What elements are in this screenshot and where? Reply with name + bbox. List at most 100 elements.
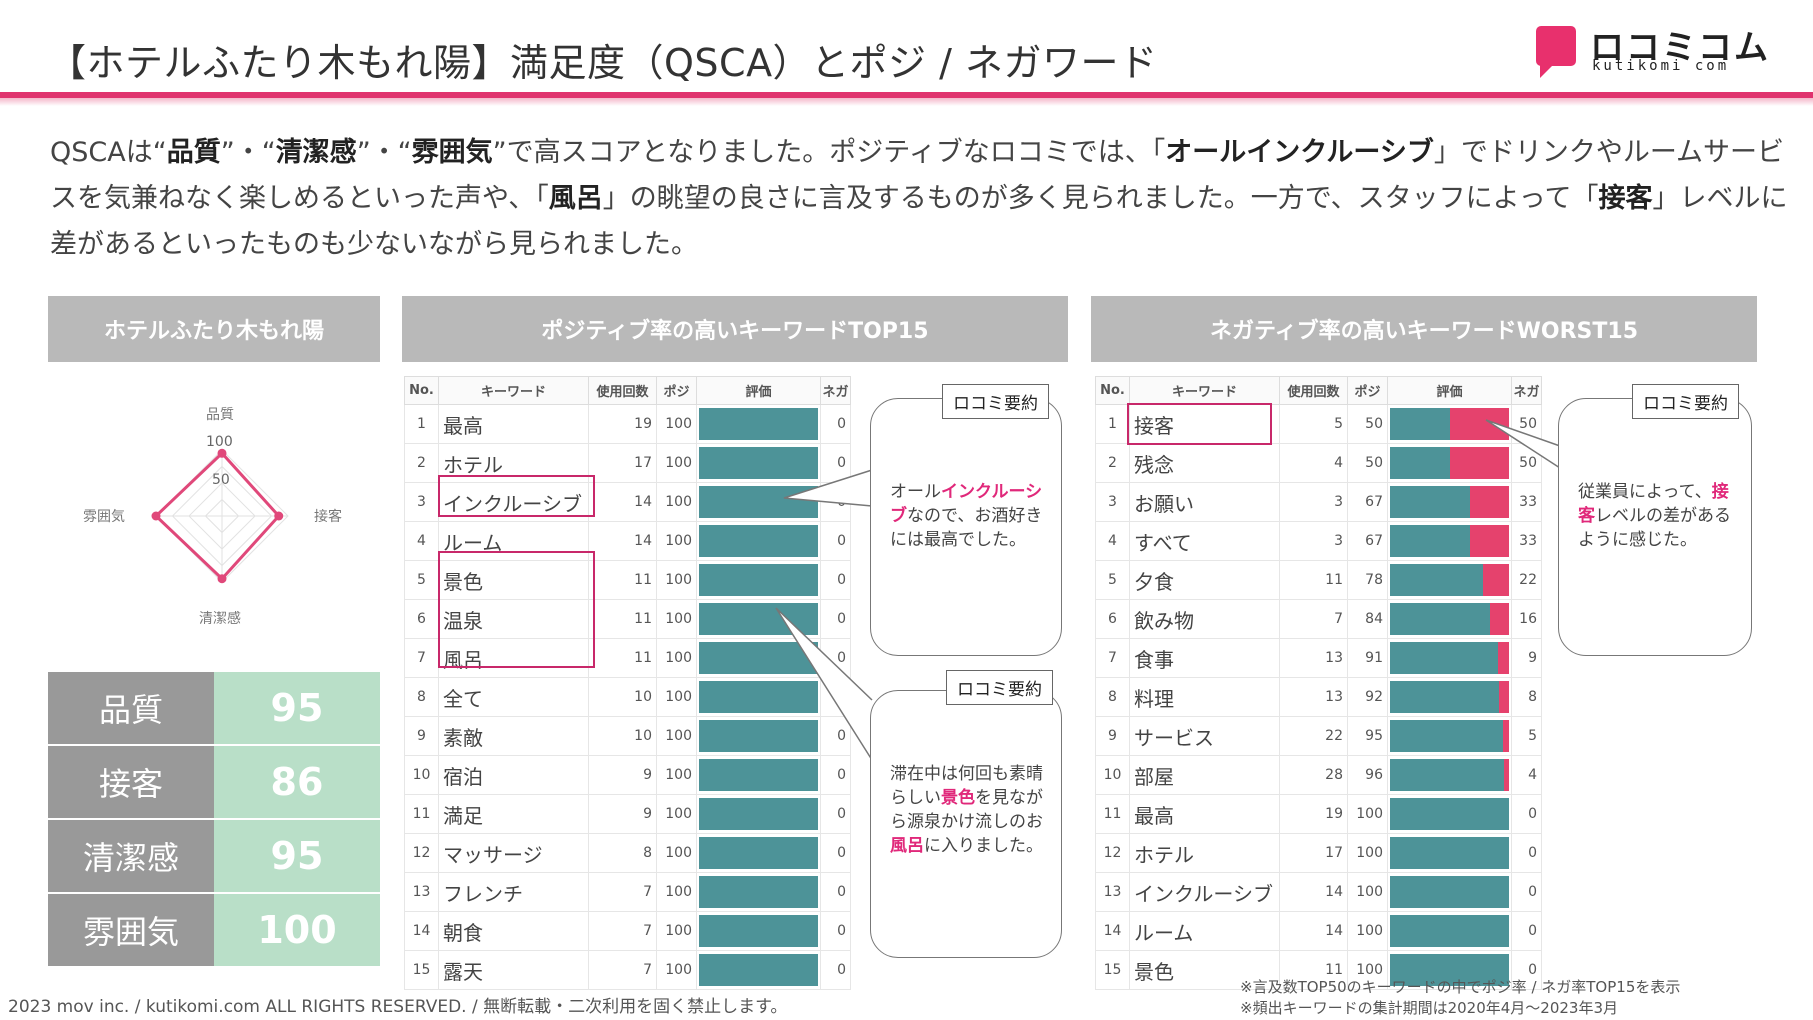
callout-seg: に入りました。 xyxy=(924,836,1043,856)
row-posi: 50 xyxy=(1347,443,1388,483)
row-number: 13 xyxy=(1095,872,1130,912)
row-number: 13 xyxy=(404,872,439,912)
row-keyword: すべて xyxy=(1129,521,1280,561)
rating-bar xyxy=(699,525,818,557)
row-number: 8 xyxy=(404,677,439,717)
rating-bar xyxy=(1390,525,1509,557)
row-nega: 0 xyxy=(1511,911,1542,951)
table-row: 15 景色 11 100 0 xyxy=(1095,950,1542,990)
row-number: 14 xyxy=(1095,911,1130,951)
row-number: 6 xyxy=(404,599,439,639)
row-count: 7 xyxy=(588,950,657,990)
score-label: 雰囲気 xyxy=(48,894,214,966)
rating-bar-positive xyxy=(1390,564,1483,596)
radar-tick-label: 50 xyxy=(212,472,230,488)
row-keyword: 食事 xyxy=(1129,638,1280,678)
row-posi: 84 xyxy=(1347,599,1388,639)
rating-bar-negative xyxy=(1504,759,1509,791)
rating-bar-positive xyxy=(699,876,818,908)
row-posi: 100 xyxy=(656,755,697,795)
table-row: 10 宿泊 9 100 0 xyxy=(404,755,851,795)
table-row: 9 サービス 22 95 5 xyxy=(1095,716,1542,756)
rating-bar-positive xyxy=(1390,837,1509,869)
rating-bar xyxy=(699,720,818,752)
row-nega: 33 xyxy=(1511,521,1542,561)
row-number: 2 xyxy=(404,443,439,483)
callout-highlight: 景色 xyxy=(941,788,975,808)
row-count: 13 xyxy=(1279,677,1348,717)
table-row: 14 ルーム 14 100 0 xyxy=(1095,911,1542,951)
row-count: 11 xyxy=(588,638,657,678)
review-callout-tag: ロコミ要約 xyxy=(946,670,1053,705)
table-row: 4 すべて 3 67 33 xyxy=(1095,521,1542,561)
table-row: 7 食事 13 91 9 xyxy=(1095,638,1542,678)
negative-keyword-table: No. キーワード 使用回数 ポジ 評価 ネガ 1 接客 5 50 50 2 残念 4 50 50… xyxy=(1095,376,1542,990)
table-row: 5 景色 11 100 0 xyxy=(404,560,851,600)
row-keyword: 接客 xyxy=(1129,404,1280,444)
row-nega: 5 xyxy=(1511,716,1542,756)
row-count: 9 xyxy=(588,794,657,834)
col-header-count: 使用回数 xyxy=(588,376,657,405)
review-callout-text: オールインクルーシブなので、お酒好きには最高でした。 xyxy=(890,480,1048,552)
rating-bar-positive xyxy=(699,447,818,479)
row-posi: 78 xyxy=(1347,560,1388,600)
row-keyword: 最高 xyxy=(1129,794,1280,834)
summary-bold: 接客 xyxy=(1598,183,1653,214)
radar-point xyxy=(151,511,161,521)
table-row: 6 温泉 11 100 0 xyxy=(404,599,851,639)
row-posi: 50 xyxy=(1347,404,1388,444)
col-header-posi: ポジ xyxy=(656,376,697,405)
logo-text: ロコミコム xyxy=(1590,28,1770,68)
rating-bar-positive xyxy=(1390,525,1470,557)
row-posi: 100 xyxy=(656,911,697,951)
rating-bar xyxy=(699,837,818,869)
row-posi: 100 xyxy=(656,716,697,756)
summary-seg: 」でドリンクやルームサービスを気兼ねなく楽しめるといった声や、「 xyxy=(50,137,1785,214)
score-label: 清潔感 xyxy=(48,820,214,892)
row-rating-bar xyxy=(696,677,821,717)
highlight-box-scenery-bath xyxy=(438,551,595,668)
row-nega: 0 xyxy=(820,833,851,873)
row-count: 13 xyxy=(1279,638,1348,678)
score-row: 清潔感 95 xyxy=(48,820,380,894)
summary-seg: QSCAは“ xyxy=(50,137,167,168)
row-posi: 100 xyxy=(1347,950,1388,990)
rating-bar xyxy=(699,447,818,479)
row-keyword: 景色 xyxy=(1129,950,1280,990)
row-count: 7 xyxy=(588,872,657,912)
review-callout-2 xyxy=(870,690,1062,958)
table-row: 8全て101000 xyxy=(404,677,851,717)
row-nega: 33 xyxy=(1511,482,1542,522)
row-count: 19 xyxy=(1279,794,1348,834)
row-nega: 50 xyxy=(1511,443,1542,483)
summary-bold: 清潔感 xyxy=(275,137,357,168)
rating-bar xyxy=(699,954,818,986)
table-row: 1 接客 5 50 50 xyxy=(1095,404,1542,444)
score-row: 品質 95 xyxy=(48,672,380,746)
header-divider-shadow xyxy=(0,98,1813,106)
summary-bold: 雰囲気 xyxy=(411,137,493,168)
rating-bar xyxy=(1390,837,1509,869)
rating-bar-positive xyxy=(699,954,818,986)
review-callout-text: 従業員によって、接客レベルの差があるように感じた。 xyxy=(1578,480,1736,552)
callout-highlight: 接客 xyxy=(1578,482,1729,526)
table-row: 11 満足 9 100 0 xyxy=(404,794,851,834)
callout-highlight: インクルーシブ xyxy=(890,482,1043,526)
score-row: 接客 86 xyxy=(48,746,380,820)
rating-bar-positive xyxy=(699,525,818,557)
rating-bar-negative xyxy=(1449,447,1509,479)
rating-bar xyxy=(1390,681,1509,713)
row-count: 11 xyxy=(1279,560,1348,600)
row-keyword: ホテル xyxy=(1129,833,1280,873)
table-row: 12 ホテル 17 100 0 xyxy=(1095,833,1542,873)
row-count: 28 xyxy=(1279,755,1348,795)
table-row: 12 マッサージ 8 100 0 xyxy=(404,833,851,873)
hotel-panel-title: ホテルふたり木もれ陽 xyxy=(48,296,380,362)
rating-bar xyxy=(1390,447,1509,479)
rating-bar-negative xyxy=(1503,720,1509,752)
rating-bar-negative xyxy=(1499,681,1509,713)
row-rating-bar xyxy=(696,638,821,678)
score-label: 接客 xyxy=(48,746,214,818)
row-count: 9 xyxy=(588,755,657,795)
